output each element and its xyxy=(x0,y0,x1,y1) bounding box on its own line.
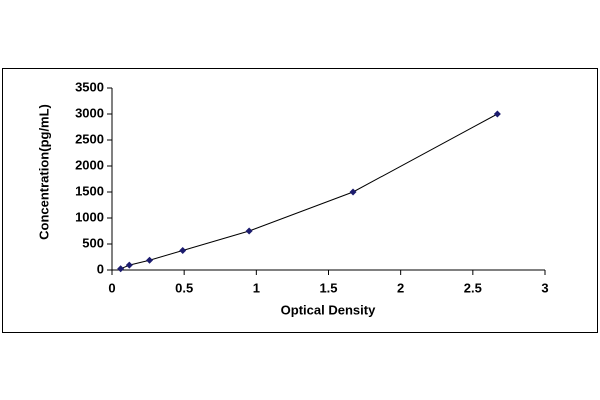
x-tick-label: 2 xyxy=(397,280,404,295)
chart-frame xyxy=(2,68,598,333)
data-point xyxy=(493,110,501,118)
y-axis-title: Concentration(pg/mL) xyxy=(36,104,51,240)
data-point xyxy=(125,261,133,269)
x-tick-label: 3 xyxy=(541,280,548,295)
y-tick-label: 2500 xyxy=(75,131,104,146)
data-point xyxy=(117,265,125,273)
x-tick-label: 0 xyxy=(108,280,115,295)
data-point xyxy=(179,247,187,254)
x-tick-label: 0.5 xyxy=(175,280,193,295)
y-tick-label: 1000 xyxy=(75,209,104,224)
y-tick-label: 2000 xyxy=(75,157,104,172)
data-point xyxy=(146,256,154,264)
y-tick-label: 3000 xyxy=(75,105,104,120)
y-tick-label: 0 xyxy=(97,261,104,276)
fit-line xyxy=(120,113,498,270)
x-axis-title: Optical Density xyxy=(281,302,376,317)
x-tick-label: 1.5 xyxy=(319,280,337,295)
y-tick-label: 3500 xyxy=(75,79,104,94)
data-point xyxy=(245,227,253,235)
x-tick-label: 2.5 xyxy=(464,280,482,295)
y-tick-label: 1500 xyxy=(75,183,104,198)
data-point xyxy=(349,188,357,196)
x-tick-label: 1 xyxy=(253,280,260,295)
y-tick-label: 500 xyxy=(82,235,104,250)
